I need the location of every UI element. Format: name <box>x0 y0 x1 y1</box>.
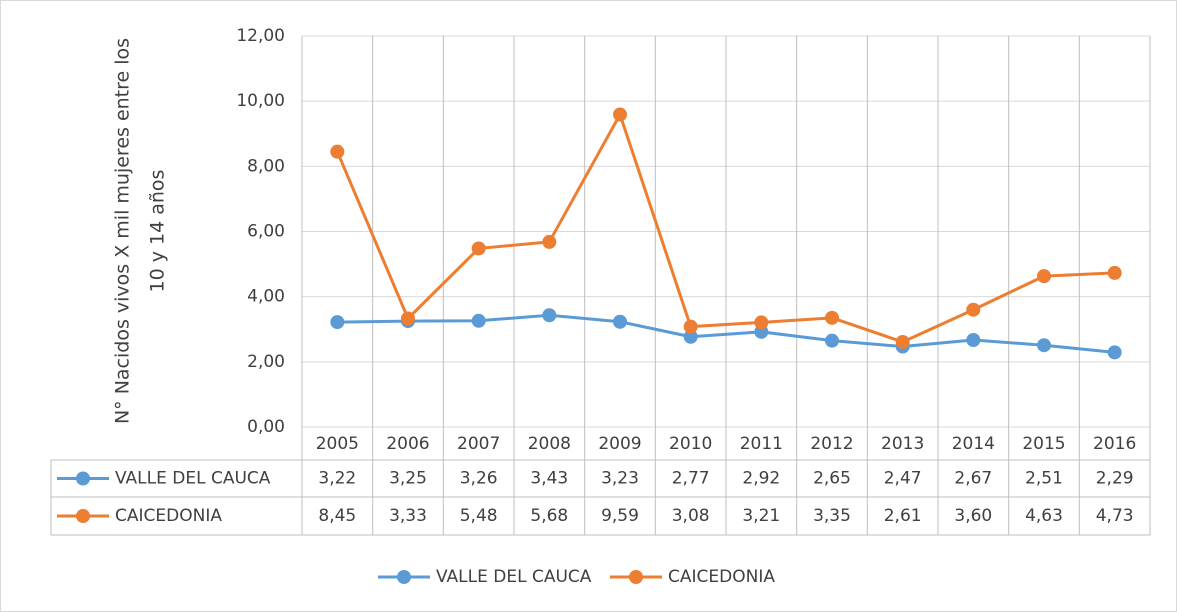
x-tick-label: 2014 <box>952 434 995 454</box>
table-value: 3,08 <box>672 506 710 526</box>
table-value: 3,60 <box>954 506 992 526</box>
point <box>683 319 698 334</box>
x-tick-label: 2007 <box>457 434 500 454</box>
point <box>330 315 345 330</box>
table-value: 2,61 <box>884 506 922 526</box>
point <box>471 241 486 256</box>
table-legend-marker <box>76 471 90 486</box>
point <box>1037 338 1051 353</box>
point <box>542 234 557 249</box>
table-value: 2,51 <box>1025 469 1063 489</box>
table-value: 8,45 <box>318 506 356 526</box>
point <box>1107 265 1122 280</box>
point <box>966 302 981 317</box>
y-tick-label: 0,00 <box>247 417 285 437</box>
y-tick-label: 10,00 <box>236 91 285 111</box>
table-value: 4,63 <box>1025 506 1063 526</box>
x-tick-label: 2005 <box>316 434 359 454</box>
point <box>613 107 627 122</box>
x-tick-label: 2012 <box>810 434 853 454</box>
table-value: 5,68 <box>530 506 568 526</box>
y-tick-label: 8,00 <box>247 156 285 176</box>
table-legend-label: CAICEDONIA <box>115 506 222 526</box>
table-value: 3,21 <box>742 506 780 526</box>
x-tick-label: 2016 <box>1093 434 1136 454</box>
table-value: 3,26 <box>460 469 498 489</box>
point <box>683 329 698 344</box>
y-tick-label: 6,00 <box>247 222 285 242</box>
table-value: 9,59 <box>601 506 639 526</box>
table-value: 2,29 <box>1096 469 1134 489</box>
series-line <box>337 313 1115 354</box>
point <box>471 313 486 328</box>
table-value: 2,47 <box>884 469 922 489</box>
point <box>330 144 345 159</box>
table-value: 2,77 <box>672 469 710 489</box>
table-value: 3,22 <box>318 469 356 489</box>
legend-label: CAICEDONIA <box>668 567 775 587</box>
x-tick-label: 2008 <box>528 434 571 454</box>
table-value: 3,25 <box>389 469 427 489</box>
legend-marker <box>397 570 411 584</box>
point <box>1037 269 1051 284</box>
table-value: 2,67 <box>954 469 992 489</box>
y-tick-label: 2,00 <box>247 352 285 372</box>
series-line <box>335 113 1115 344</box>
point <box>825 333 839 348</box>
x-tick-label: 2013 <box>881 434 924 454</box>
legend-marker <box>629 570 643 584</box>
x-tick-label: 2009 <box>598 434 641 454</box>
point <box>1107 345 1122 360</box>
y-tick-label: 4,00 <box>247 287 285 307</box>
table-value: 3,33 <box>389 506 427 526</box>
table-legend-marker <box>76 509 90 523</box>
point <box>895 334 910 349</box>
x-tick-label: 2010 <box>669 434 712 454</box>
table-value: 5,48 <box>460 506 498 526</box>
point <box>754 315 769 330</box>
table-value: 4,73 <box>1096 506 1134 526</box>
table-value: 2,65 <box>813 469 851 489</box>
point <box>613 314 627 329</box>
x-tick-label: 2015 <box>1022 434 1065 454</box>
legend-label: VALLE DEL CAUCA <box>436 567 592 587</box>
table-value: 3,43 <box>530 469 568 489</box>
y-tick-label: 12,00 <box>236 26 285 46</box>
table-legend-label: VALLE DEL CAUCA <box>115 469 271 489</box>
point <box>825 310 839 325</box>
y-axis-title: 10 y 14 años <box>147 170 169 293</box>
y-axis-title: N° Nacidos vivos X mil mujeres entre los <box>112 38 134 424</box>
table-value: 3,35 <box>813 506 851 526</box>
point <box>966 333 981 348</box>
x-tick-label: 2006 <box>386 434 429 454</box>
point <box>542 308 557 323</box>
x-tick-label: 2011 <box>740 434 783 454</box>
point <box>401 311 415 326</box>
table-value: 2,92 <box>742 469 780 489</box>
table-value: 3,23 <box>601 469 639 489</box>
